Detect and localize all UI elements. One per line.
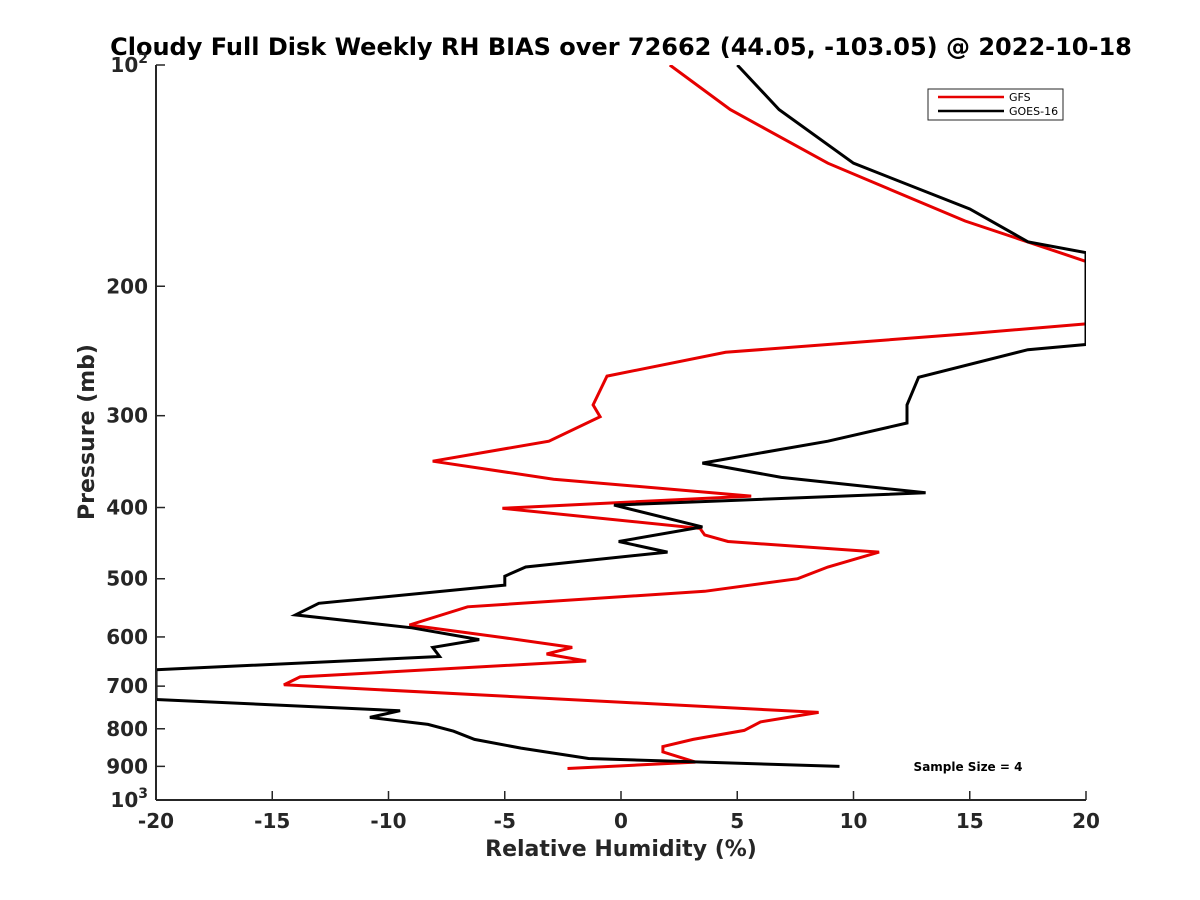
series-layer (156, 65, 1086, 770)
legend: GFS GOES-16 (927, 88, 1064, 121)
y-tick-label: 200 (106, 274, 148, 298)
series-line-goes-16 (156, 65, 1086, 768)
y-ticks: 102 200 300 400 500 600 700 800 900 103 (106, 51, 165, 812)
y-tick-label: 600 (106, 625, 148, 649)
y-tick-label: 800 (106, 717, 148, 741)
legend-label-gfs: GFS (1009, 91, 1031, 104)
x-tick-label: -15 (254, 809, 290, 833)
y-tick-label: 300 (106, 404, 148, 428)
y-tick-label: 900 (106, 754, 148, 778)
legend-label-goes-16: GOES-16 (1009, 105, 1058, 118)
y-tick-label: 103 (110, 786, 148, 812)
chart-title: Cloudy Full Disk Weekly RH BIAS over 726… (110, 33, 1132, 61)
x-tick-label: -10 (370, 809, 406, 833)
x-tick-label: 10 (840, 809, 868, 833)
y-axis-label: Pressure (mb) (75, 344, 100, 520)
series-line-gfs (283, 65, 1086, 770)
sample-size-annotation: Sample Size = 4 (914, 760, 1023, 774)
plot-area: -20 -15 -10 -5 0 5 10 15 20 102 200 300 400 500 600 70… (106, 51, 1100, 833)
x-tick-label: 5 (730, 809, 744, 833)
y-tick-label: 500 (106, 567, 148, 591)
x-tick-label: -20 (138, 809, 174, 833)
x-tick-label: 0 (614, 809, 628, 833)
x-tick-label: -5 (494, 809, 516, 833)
y-tick-label: 700 (106, 674, 148, 698)
x-tick-label: 15 (956, 809, 984, 833)
x-axis-label: Relative Humidity (%) (485, 837, 757, 862)
legend-box (927, 88, 1064, 121)
x-tick-label: 20 (1072, 809, 1100, 833)
x-ticks: -20 -15 -10 -5 0 5 10 15 20 (138, 791, 1100, 833)
y-tick-label: 102 (110, 51, 148, 77)
y-tick-label: 400 (106, 496, 148, 520)
